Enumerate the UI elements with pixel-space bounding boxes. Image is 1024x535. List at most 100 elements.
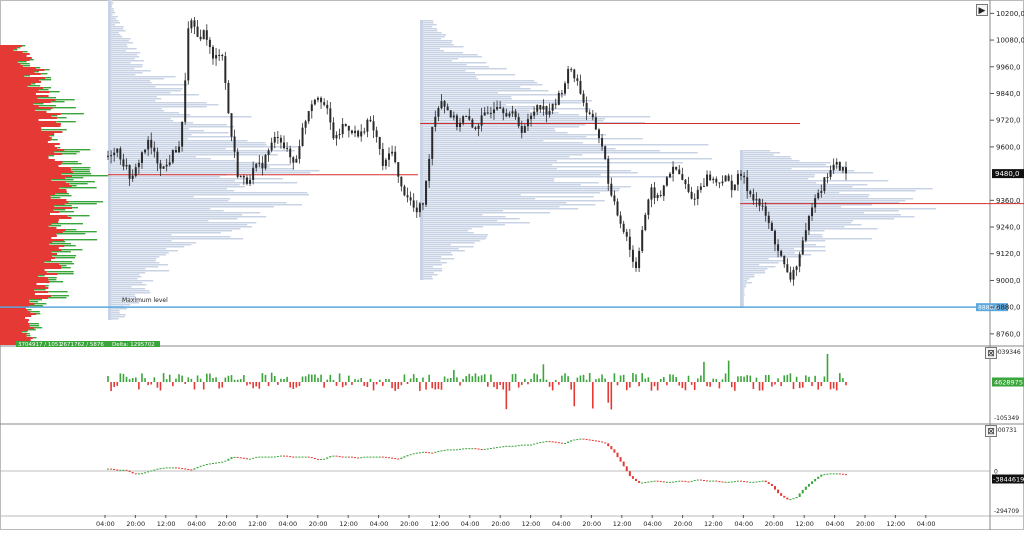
candle-body xyxy=(585,102,588,113)
delta-bar-negative xyxy=(277,382,279,385)
session-profile-bar xyxy=(108,44,128,46)
session-profile-bar xyxy=(108,284,147,286)
session-profile-bar xyxy=(108,178,283,180)
session-profile-bar xyxy=(420,186,631,188)
delta-bar-negative xyxy=(835,382,838,391)
left-profile-buy-bar xyxy=(44,261,73,263)
left-profile-sell-bar xyxy=(0,57,32,59)
session-profile-bar xyxy=(420,148,616,150)
play-button[interactable]: ▶ xyxy=(976,4,988,16)
left-profile-buy-bar xyxy=(50,139,58,141)
cumdelta-candle xyxy=(187,468,190,470)
cumdelta-candle xyxy=(131,471,134,474)
delta-bar-positive xyxy=(233,379,236,382)
cumdelta-candle xyxy=(845,474,847,476)
session-profile-bar xyxy=(108,86,156,88)
cumdelta-candle xyxy=(560,442,563,444)
session-profile-bar xyxy=(108,234,172,236)
delta-bar-negative xyxy=(156,382,159,388)
left-profile-buy-bar xyxy=(62,153,77,155)
candle-body xyxy=(384,159,387,166)
session-profile-bar xyxy=(740,174,815,176)
cumdelta-candle xyxy=(508,445,511,447)
session-profile-bar xyxy=(108,290,150,292)
candle-body xyxy=(412,200,415,208)
candle-body xyxy=(329,108,332,123)
left-profile-buy-bar xyxy=(56,233,86,235)
delta-bar-negative xyxy=(382,382,384,386)
cumdelta-candle xyxy=(567,441,570,443)
cumdelta-candle xyxy=(350,456,353,458)
session-profile-bar xyxy=(420,54,478,56)
delta-bar-positive xyxy=(579,375,582,382)
close-cumdelta-panel-icon[interactable]: ⊠ xyxy=(985,425,997,437)
delta-bar-positive xyxy=(468,373,471,382)
candle-body xyxy=(449,110,452,118)
cumdelta-candle xyxy=(125,469,128,471)
session-profile-bar xyxy=(420,250,465,252)
left-profile-sell-bar xyxy=(0,209,54,211)
delta-bar-positive xyxy=(789,373,792,382)
left-profile-sell-bar xyxy=(0,127,42,129)
left-profile-sell-bar xyxy=(0,251,52,253)
delta-bar-positive xyxy=(839,373,841,382)
session-profile-bar xyxy=(740,172,874,174)
cumdelta-candle xyxy=(715,480,718,482)
session-profile-bar xyxy=(108,90,181,92)
candle-body xyxy=(601,138,604,147)
delta-bar-positive xyxy=(209,373,211,382)
left-profile-sell-bar xyxy=(0,333,27,335)
cumdelta-candle xyxy=(344,456,347,458)
session-profile-bar xyxy=(108,62,131,64)
time-tick-label: 12:00 xyxy=(704,520,723,528)
candle-body xyxy=(215,55,218,59)
left-profile-buy-bar xyxy=(27,85,41,87)
cumdelta-candle xyxy=(613,449,616,453)
delta-bar-negative xyxy=(709,382,711,387)
candle-body xyxy=(687,184,690,192)
time-tick-label: 12:00 xyxy=(613,520,632,528)
left-profile-sell-bar xyxy=(0,229,66,231)
session-profile-bar xyxy=(108,258,157,260)
cumdelta-candle xyxy=(242,457,245,459)
candle-body xyxy=(486,112,489,114)
session-profile-bar xyxy=(108,26,124,28)
session-profile-bar xyxy=(108,302,139,304)
cumdelta-candle xyxy=(804,486,807,490)
price-tick-label: 8760,0 xyxy=(996,330,1021,338)
left-profile-buy-bar xyxy=(29,305,43,307)
cumdelta-candle xyxy=(480,449,483,451)
session-profile-bar xyxy=(420,144,709,146)
session-profile-bar xyxy=(108,78,164,80)
cumdelta-candle xyxy=(394,458,397,460)
left-profile-buy-bar xyxy=(59,211,74,213)
candle-body xyxy=(693,198,696,200)
cumdelta-candle xyxy=(387,457,390,459)
left-profile-sell-bar xyxy=(0,113,61,115)
delta-bar-positive xyxy=(168,374,171,382)
session-profile-bar xyxy=(740,176,815,178)
delta-bar-positive xyxy=(483,374,486,382)
candle-body xyxy=(588,112,591,114)
left-profile-sell-bar xyxy=(0,105,39,107)
cumdelta-candle xyxy=(273,456,276,458)
cumdelta-candle xyxy=(107,468,109,470)
candle-body xyxy=(736,173,739,185)
close-delta-panel-icon[interactable]: ⊠ xyxy=(985,347,997,359)
delta-bar-positive xyxy=(724,373,727,382)
left-profile-sell-bar xyxy=(0,93,36,95)
candle-body xyxy=(187,28,190,81)
candle-body xyxy=(320,97,323,103)
cumdelta-candle xyxy=(415,452,418,454)
cumdelta-candle xyxy=(193,468,196,470)
left-profile-buy-bar xyxy=(46,271,74,273)
cumdelta-candle xyxy=(165,467,168,469)
session-profile-bar xyxy=(108,168,295,170)
delta-bar-negative xyxy=(718,382,721,389)
left-profile-sell-bar xyxy=(0,99,56,101)
candle-body xyxy=(110,155,113,157)
delta-bar-negative xyxy=(221,382,224,388)
cumdelta-candle xyxy=(307,456,310,458)
left-profile-buy-bar xyxy=(49,281,64,283)
cumdelta-candle xyxy=(502,446,505,448)
